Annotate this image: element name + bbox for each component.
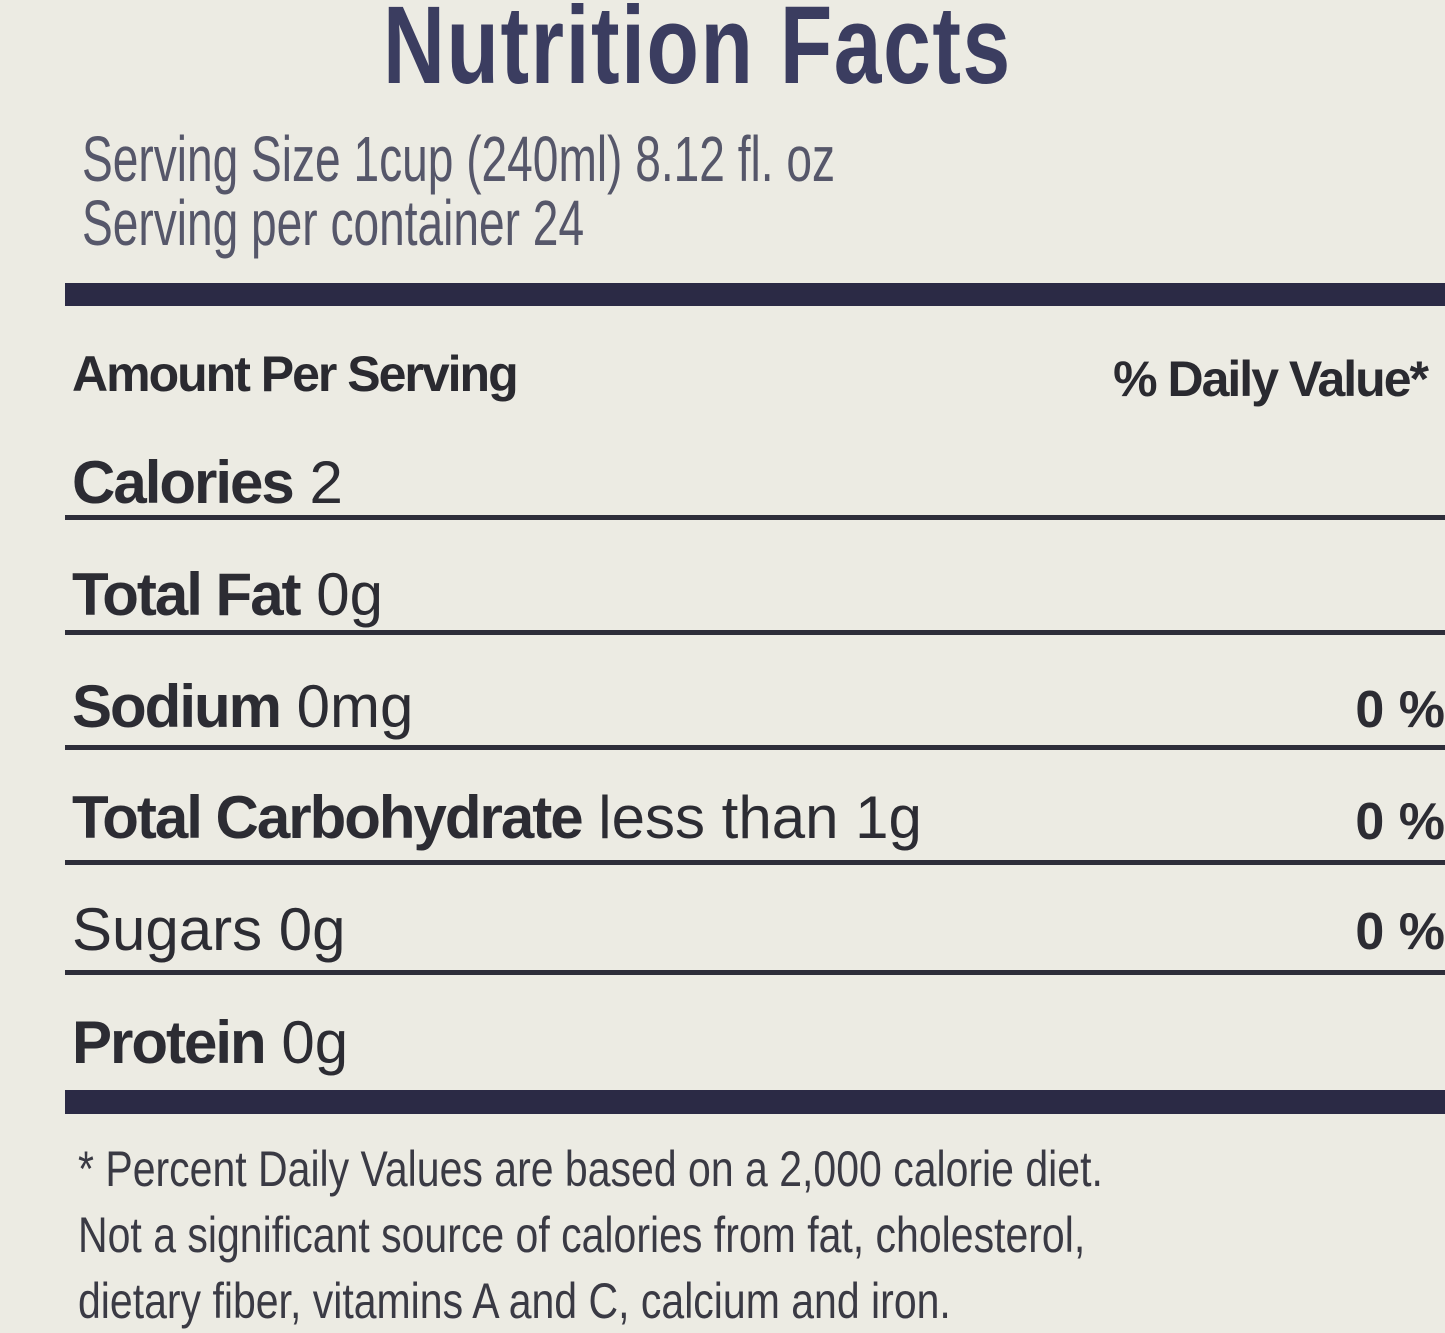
sugars-dv: 0 % <box>1355 903 1445 961</box>
footnote-line: Not a significant source of calories fro… <box>78 1207 1086 1263</box>
nutrient-row-sodium: Sodium 0mg <box>72 673 414 740</box>
label-title: Nutrition Facts <box>383 0 1012 107</box>
footnote-line: * Percent Daily Values are based on a 2,… <box>78 1141 1103 1197</box>
carbohydrate-dv: 0 % <box>1355 793 1445 851</box>
divider <box>65 860 1445 865</box>
daily-value-header: % Daily Value* <box>1113 351 1429 407</box>
amount-per-serving-header: Amount Per Serving <box>72 346 519 402</box>
nutrient-row-total-carbohydrate: Total Carbohydrate less than 1g <box>72 784 922 851</box>
divider <box>65 630 1445 635</box>
sodium-dv: 0 % <box>1355 681 1445 739</box>
divider <box>65 745 1445 750</box>
thick-divider <box>65 283 1445 306</box>
divider <box>65 515 1445 520</box>
servings-per-container: Serving per container 24 <box>82 187 585 259</box>
nutrient-row-sugars: Sugars 0g <box>72 896 346 963</box>
divider <box>65 970 1445 975</box>
nutrient-row-total-fat: Total Fat 0g <box>72 561 383 628</box>
footnote-line: dietary fiber, vitamins A and C, calcium… <box>78 1273 951 1329</box>
thick-divider <box>65 1090 1445 1114</box>
serving-size: Serving Size 1cup (240ml) 8.12 fl. oz <box>82 123 836 195</box>
nutrient-row-calories: Calories 2 <box>72 449 343 516</box>
nutrient-row-protein: Protein 0g <box>72 1009 349 1076</box>
